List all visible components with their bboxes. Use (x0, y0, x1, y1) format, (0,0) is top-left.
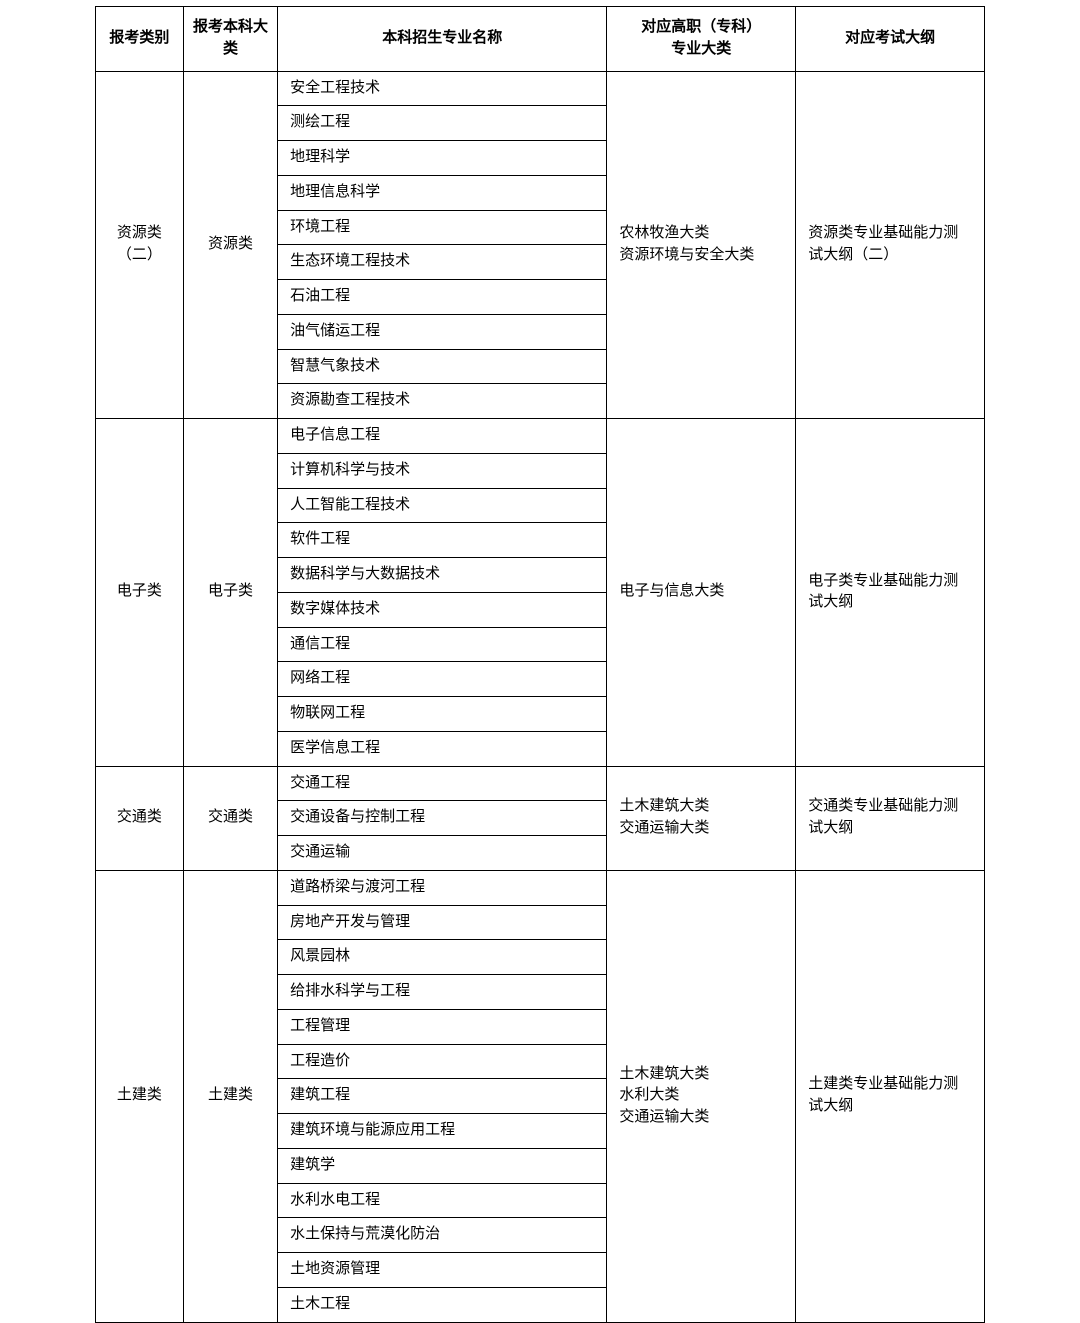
table-header-row: 报考类别 报考本科大类 本科招生专业名称 对应高职（专科） 专业大类 对应考试大… (96, 7, 985, 72)
cell-type: 土建类 (183, 870, 277, 1322)
table-row: 资源类 （二）资源类安全工程技术农林牧渔大类 资源环境与安全大类资源类专业基础能… (96, 71, 985, 106)
cell-type: 交通类 (183, 766, 277, 870)
cell-major: 水利水电工程 (278, 1183, 607, 1218)
cell-vocational: 农林牧渔大类 资源环境与安全大类 (607, 71, 796, 419)
cell-vocational: 土木建筑大类 水利大类 交通运输大类 (607, 870, 796, 1322)
cell-category: 资源类 （二） (96, 71, 184, 419)
cell-major: 测绘工程 (278, 106, 607, 141)
col-header-syllabus: 对应考试大纲 (796, 7, 985, 72)
cell-category: 交通类 (96, 766, 184, 870)
cell-major: 交通设备与控制工程 (278, 801, 607, 836)
cell-syllabus: 资源类专业基础能力测试大纲（二） (796, 71, 985, 419)
cell-type: 电子类 (183, 419, 277, 767)
admission-category-table: 报考类别 报考本科大类 本科招生专业名称 对应高职（专科） 专业大类 对应考试大… (95, 6, 985, 1323)
cell-major: 数字媒体技术 (278, 592, 607, 627)
cell-major: 安全工程技术 (278, 71, 607, 106)
cell-major: 建筑学 (278, 1148, 607, 1183)
table-row: 交通类交通类交通工程土木建筑大类 交通运输大类交通类专业基础能力测试大纲 (96, 766, 985, 801)
cell-syllabus: 电子类专业基础能力测试大纲 (796, 419, 985, 767)
cell-major: 土地资源管理 (278, 1253, 607, 1288)
cell-type: 资源类 (183, 71, 277, 419)
col-header-major: 本科招生专业名称 (278, 7, 607, 72)
col-header-vocational: 对应高职（专科） 专业大类 (607, 7, 796, 72)
table-row: 电子类电子类电子信息工程电子与信息大类电子类专业基础能力测试大纲 (96, 419, 985, 454)
cell-major: 工程造价 (278, 1044, 607, 1079)
cell-major: 风景园林 (278, 940, 607, 975)
cell-major: 人工智能工程技术 (278, 488, 607, 523)
cell-major: 环境工程 (278, 210, 607, 245)
cell-vocational: 电子与信息大类 (607, 419, 796, 767)
cell-major: 通信工程 (278, 627, 607, 662)
cell-major: 地理科学 (278, 141, 607, 176)
cell-major: 数据科学与大数据技术 (278, 558, 607, 593)
cell-major: 地理信息科学 (278, 175, 607, 210)
cell-major: 网络工程 (278, 662, 607, 697)
cell-major: 生态环境工程技术 (278, 245, 607, 280)
cell-major: 油气储运工程 (278, 314, 607, 349)
table-body: 资源类 （二）资源类安全工程技术农林牧渔大类 资源环境与安全大类资源类专业基础能… (96, 71, 985, 1322)
cell-major: 给排水科学与工程 (278, 975, 607, 1010)
cell-vocational: 土木建筑大类 交通运输大类 (607, 766, 796, 870)
cell-major: 医学信息工程 (278, 731, 607, 766)
cell-major: 工程管理 (278, 1009, 607, 1044)
cell-major: 房地产开发与管理 (278, 905, 607, 940)
cell-category: 电子类 (96, 419, 184, 767)
cell-major: 石油工程 (278, 280, 607, 315)
cell-category: 土建类 (96, 870, 184, 1322)
cell-major: 建筑工程 (278, 1079, 607, 1114)
cell-major: 交通运输 (278, 836, 607, 871)
cell-major: 物联网工程 (278, 697, 607, 732)
table-row: 土建类土建类道路桥梁与渡河工程土木建筑大类 水利大类 交通运输大类土建类专业基础… (96, 870, 985, 905)
cell-major: 电子信息工程 (278, 419, 607, 454)
cell-major: 交通工程 (278, 766, 607, 801)
cell-major: 智慧气象技术 (278, 349, 607, 384)
cell-major: 道路桥梁与渡河工程 (278, 870, 607, 905)
col-header-type: 报考本科大类 (183, 7, 277, 72)
cell-major: 计算机科学与技术 (278, 453, 607, 488)
cell-syllabus: 交通类专业基础能力测试大纲 (796, 766, 985, 870)
cell-major: 软件工程 (278, 523, 607, 558)
cell-major: 建筑环境与能源应用工程 (278, 1114, 607, 1149)
col-header-category: 报考类别 (96, 7, 184, 72)
cell-major: 土木工程 (278, 1287, 607, 1322)
cell-major: 资源勘查工程技术 (278, 384, 607, 419)
cell-syllabus: 土建类专业基础能力测试大纲 (796, 870, 985, 1322)
cell-major: 水土保持与荒漠化防治 (278, 1218, 607, 1253)
